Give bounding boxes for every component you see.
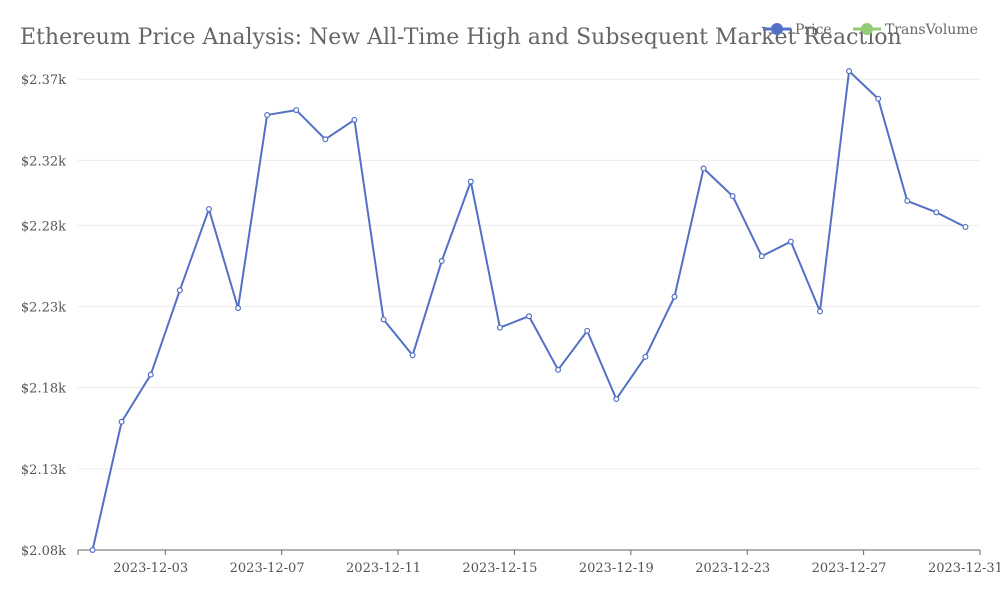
y-tick-label: $2.32k bbox=[21, 154, 66, 169]
data-point[interactable] bbox=[467, 178, 474, 185]
legend-item-price[interactable]: Price bbox=[763, 22, 832, 38]
data-point[interactable] bbox=[147, 371, 154, 378]
y-tick-label: $2.23k bbox=[21, 301, 66, 316]
data-point[interactable] bbox=[409, 352, 416, 359]
y-tick-label: $2.28k bbox=[21, 219, 66, 234]
data-point[interactable] bbox=[613, 396, 620, 403]
legend-marker bbox=[861, 23, 873, 35]
y-tick-label: $2.18k bbox=[21, 382, 66, 397]
series-area bbox=[89, 68, 969, 553]
data-point[interactable] bbox=[293, 107, 300, 114]
legend-label: TransVolume bbox=[885, 22, 978, 38]
data-point[interactable] bbox=[816, 308, 823, 315]
x-tick-label: 2023-12-11 bbox=[346, 561, 421, 576]
legend[interactable]: Price TransVolume bbox=[763, 22, 978, 38]
x-tick-label: 2023-12-15 bbox=[462, 561, 537, 576]
data-point[interactable] bbox=[264, 111, 271, 118]
series-line bbox=[91, 70, 966, 551]
data-point[interactable] bbox=[758, 253, 765, 260]
x-tick-label: 2023-12-19 bbox=[579, 561, 654, 576]
data-point[interactable] bbox=[642, 353, 649, 360]
data-point[interactable] bbox=[729, 193, 736, 200]
data-point[interactable] bbox=[525, 313, 532, 320]
grid bbox=[78, 78, 980, 470]
data-point[interactable] bbox=[235, 305, 242, 312]
x-tick-label: 2023-12-03 bbox=[113, 561, 188, 576]
data-point[interactable] bbox=[555, 366, 562, 373]
data-point[interactable] bbox=[846, 68, 853, 75]
data-point[interactable] bbox=[322, 136, 329, 143]
data-point[interactable] bbox=[351, 116, 358, 123]
x-tick-label: 2023-12-31 bbox=[928, 561, 1000, 576]
data-point[interactable] bbox=[438, 258, 445, 265]
legend-marker bbox=[771, 23, 783, 35]
axes: $2.08k $2.13k $2.18k $2.23k $2.28k $2.32k $2.3… bbox=[21, 73, 1000, 576]
data-point[interactable] bbox=[496, 324, 503, 331]
data-point[interactable] bbox=[584, 327, 591, 334]
chart-title: Ethereum Price Analysis: New All-Time Hi… bbox=[20, 25, 902, 50]
y-tick-label: $2.08k bbox=[21, 544, 66, 559]
data-point[interactable] bbox=[380, 316, 387, 323]
x-tick-label: 2023-12-23 bbox=[695, 561, 770, 576]
legend-label: Price bbox=[795, 22, 832, 38]
data-point[interactable] bbox=[671, 293, 678, 300]
data-point[interactable] bbox=[875, 95, 882, 102]
data-point[interactable] bbox=[176, 287, 183, 294]
data-point[interactable] bbox=[904, 197, 911, 204]
x-tick-label: 2023-12-27 bbox=[812, 561, 887, 576]
data-point[interactable] bbox=[787, 238, 794, 245]
y-tick-label: $2.13k bbox=[21, 463, 66, 478]
y-tick-label: $2.37k bbox=[21, 73, 66, 88]
data-point[interactable] bbox=[89, 546, 96, 553]
data-point[interactable] bbox=[118, 418, 125, 425]
data-point[interactable] bbox=[700, 165, 707, 172]
data-point[interactable] bbox=[205, 206, 212, 213]
data-point[interactable] bbox=[933, 209, 940, 216]
series-price bbox=[89, 68, 969, 553]
data-point[interactable] bbox=[962, 223, 969, 230]
x-tick-label: 2023-12-07 bbox=[230, 561, 305, 576]
legend-item-transvolume[interactable]: TransVolume bbox=[853, 22, 978, 38]
